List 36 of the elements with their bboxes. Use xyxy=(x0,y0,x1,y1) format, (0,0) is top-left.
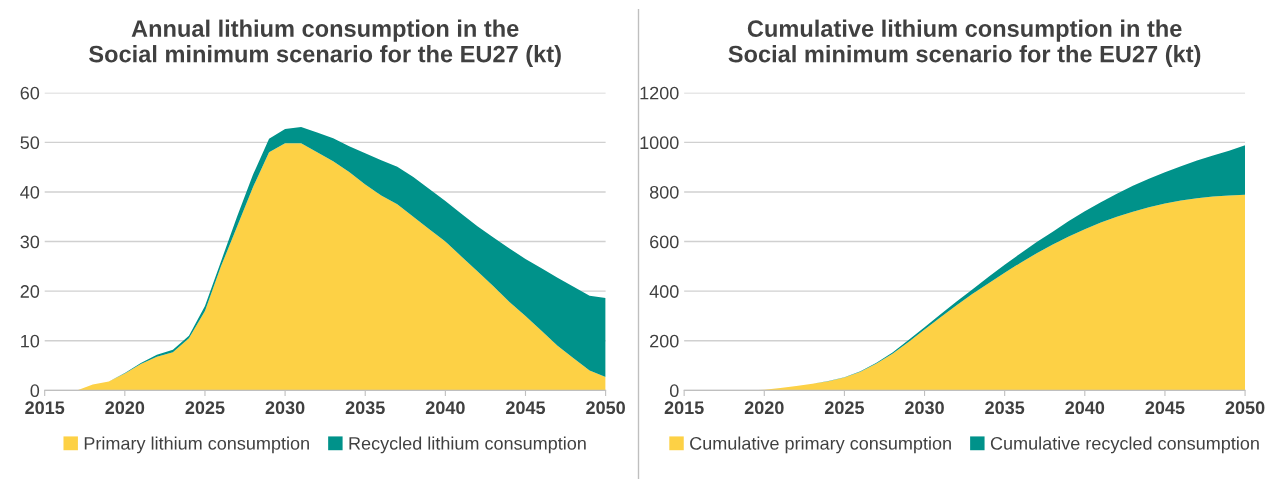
chart-title: Annual lithium consumption in the Social minimum scenario for the EU27 (kt) xyxy=(89,19,561,68)
x-tick-label: 2045 xyxy=(1145,401,1185,415)
y-tick-label: 40 xyxy=(20,185,40,199)
x-tick-label: 2030 xyxy=(265,401,305,415)
x-tick-label: 2035 xyxy=(345,401,385,415)
x-tick-label: 2020 xyxy=(105,401,145,415)
y-tick-label: 30 xyxy=(20,235,40,249)
x-tick-label: 2050 xyxy=(1225,401,1265,415)
x-tick-label: 2030 xyxy=(905,401,944,415)
y-tick-label: 800 xyxy=(649,185,679,199)
legend-label: Cumulative primary consumption xyxy=(690,436,951,454)
x-tick-label: 2015 xyxy=(25,401,65,415)
y-tick-label: 200 xyxy=(650,334,679,348)
y-tick-label: 50 xyxy=(20,136,40,150)
y-tick-label: 1000 xyxy=(640,136,679,150)
x-tick-label: 2025 xyxy=(185,401,225,415)
x-tick-label: 2020 xyxy=(744,401,784,415)
x-tick-label: 2015 xyxy=(664,401,704,415)
y-tick-label: 10 xyxy=(21,334,40,348)
legend-label: Primary lithium consumption xyxy=(84,436,309,454)
y-tick-label: 0 xyxy=(669,384,679,398)
x-tick-label: 2025 xyxy=(824,401,864,415)
y-tick-label: 20 xyxy=(20,285,40,298)
y-tick-label: 1200 xyxy=(640,86,679,100)
x-tick-label: 2035 xyxy=(985,401,1025,415)
y-tick-label: 600 xyxy=(650,235,679,249)
x-tick-label: 2050 xyxy=(586,401,625,415)
y-tick-label: 400 xyxy=(649,285,679,298)
x-tick-label: 2040 xyxy=(1065,401,1105,415)
x-tick-label: 2045 xyxy=(506,401,546,415)
legend-label: Cumulative recycled consumption xyxy=(990,436,1259,454)
y-tick-label: 0 xyxy=(30,384,40,398)
x-tick-label: 2040 xyxy=(425,401,465,415)
chart-title: Cumulative lithium consumption in the Social minimum scenario for the EU27 (kt) xyxy=(728,19,1201,68)
legend-label: Recycled lithium consumption xyxy=(349,436,586,454)
y-tick-label: 60 xyxy=(20,86,40,100)
